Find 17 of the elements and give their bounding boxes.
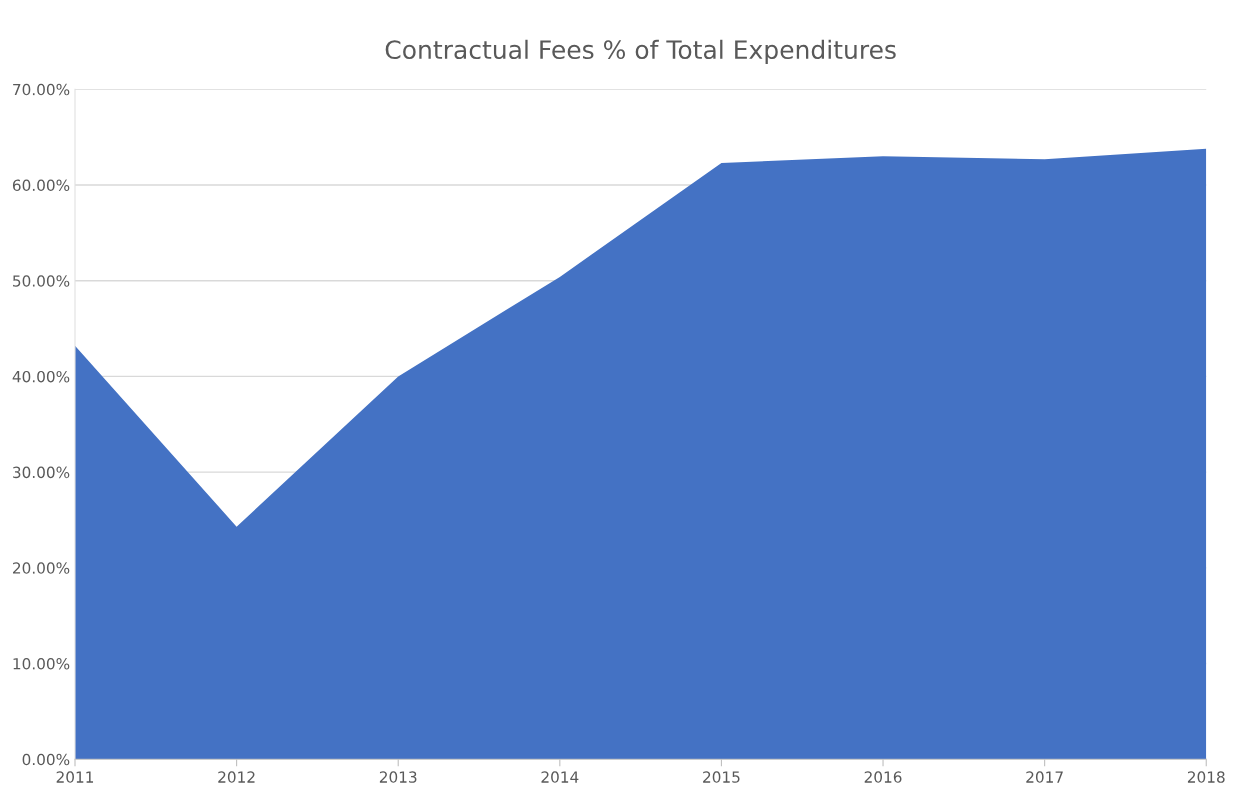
y-tick-label: 20.00% bbox=[13, 562, 70, 574]
x-tick-label: 2017 bbox=[1026, 771, 1063, 783]
y-tick-label: 50.00% bbox=[13, 275, 70, 287]
y-tick-label: 60.00% bbox=[12, 179, 70, 192]
x-tick-label: 2014 bbox=[541, 771, 579, 783]
y-tick-label: 0.00% bbox=[22, 753, 70, 766]
y-tick-label: 30.00% bbox=[13, 466, 70, 479]
x-tick-label: 2015 bbox=[703, 771, 740, 783]
x-tick-label: 2018 bbox=[1187, 771, 1225, 783]
y-tick-label: 10.00% bbox=[13, 657, 70, 670]
x-tick-label: 2012 bbox=[218, 771, 255, 783]
x-tick-label: 2013 bbox=[379, 771, 417, 783]
y-tick-label: 70.00% bbox=[13, 83, 70, 96]
x-tick-label: 2016 bbox=[864, 771, 902, 783]
x-tick-label: 2011 bbox=[56, 771, 94, 783]
y-tick-label: 40.00% bbox=[12, 370, 70, 383]
chart-title: Contractual Fees % of Total Expenditures bbox=[385, 39, 896, 64]
